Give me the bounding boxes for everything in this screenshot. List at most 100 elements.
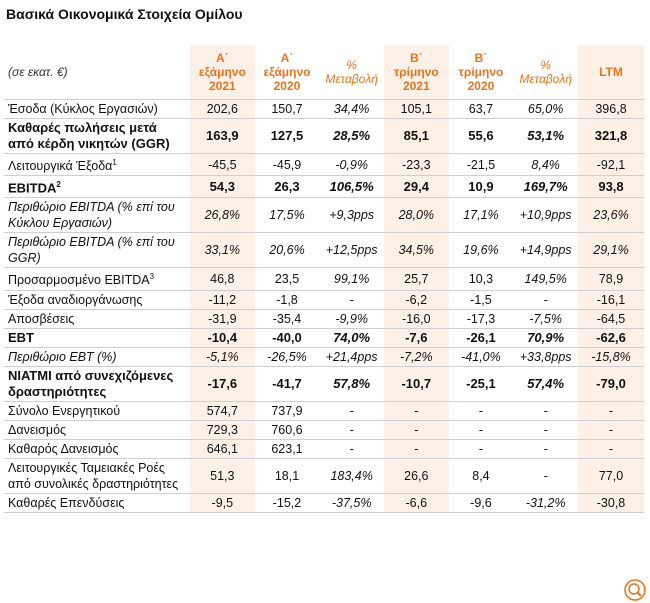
row-label: EBT [4,327,190,348]
cell: 150,7 [254,99,320,119]
cell: -35,4 [254,309,320,329]
header-line: 2020 [273,79,301,93]
cell: -9,5 [190,493,255,513]
cell: -11,2 [190,290,255,310]
cell: - [448,401,514,421]
cell: - [383,439,449,459]
cell: -37,5% [319,493,384,513]
cell: -79,0 [578,365,644,402]
cell: 74,0% [319,327,384,348]
cell: - [448,420,514,440]
label-text: Έξοδα αναδιοργάνωσης [8,292,143,307]
cell: 34,5% [383,232,449,269]
cell: 57,4% [513,365,578,402]
cell: 760,6 [254,420,320,440]
cell: - [448,439,514,459]
cell: 28,0% [383,197,449,234]
cell: -9,6 [448,493,514,513]
cell: - [513,401,578,421]
header-line: LTM [599,65,623,79]
cell: 26,3 [254,175,320,199]
cell: -17,6 [190,365,255,402]
header-line: εξάμηνο [263,65,311,79]
column-header: % Μεταβολή [319,45,384,100]
cell: - [578,401,644,421]
row-label: EBITDA2 [4,175,190,199]
cell: - [513,290,578,310]
cell: 17,1% [448,197,514,234]
cell: 93,8 [578,175,644,199]
row: Δανεισμός 729,3 760,6- - - - - [4,420,644,440]
cell: 10,3 [448,267,514,291]
cell: 99,1% [319,267,384,291]
row-label: Έσοδα (Κύκλος Εργασιών) [4,99,190,119]
row-label: Περιθώριο EBITDA (% επί του Κύκλου Εργασ… [4,197,190,234]
cell: 20,6% [254,232,320,269]
label-text: Περιθώριο EBITDA (% επί του Κύκλου Εργασ… [8,200,175,231]
cell: 163,9 [190,118,255,154]
cell: -45,5 [190,153,255,177]
column-header: Β΄ τρίμηνο 2021 [383,45,449,100]
row-label: Δανεισμός [4,420,190,440]
label-text: Καθαρός Δανεισμός [8,441,119,456]
cell: 46,8 [190,267,255,291]
cell: +10,9pps [513,197,578,234]
cell: -0,9% [319,153,384,177]
column-header: LTM [578,45,644,100]
column-header: Α΄ εξάμηνο 2021 [190,45,255,100]
cell: +9,3pps [319,197,384,234]
cell: -6,6 [383,493,449,513]
cell: 77,0 [578,458,644,494]
cell: - [383,401,449,421]
label-text: Δανεισμός [8,422,67,437]
cell: - [578,420,644,440]
cell: +14,9pps [513,232,578,269]
cell: +21,4pps [319,347,384,367]
header-line: 2021 [208,79,236,93]
row: Καθαρές Επενδύσεις -9,5 -15,2 -37,5% -6,6 -9,… [4,493,644,513]
row-label: Έξοδα αναδιοργάνωσης [4,290,190,310]
cell: - [319,401,384,421]
cell: 106,5% [319,175,384,199]
row-label: Καθαρές πωλήσεις μετά από κέρδη νικητών … [4,118,190,154]
label-text: EBT [8,329,34,345]
cell: -45,9 [254,153,320,177]
cell: -5,1% [190,347,255,367]
row-label: Καθαρές Επενδύσεις [4,493,190,513]
cell: - [383,420,449,440]
header-line: Β΄ [474,51,488,65]
cell: 19,6% [448,232,514,269]
cell: 169,7% [513,175,578,199]
row: EBT -10,4 -40,0 74,0% -7,6 -26,1 70,9% -62,6 [4,327,644,348]
cell: -7,5% [513,309,578,329]
cell: 29,4 [383,175,449,199]
label-text: Λειτουργικές Ταμειακές Ροές από συνολικέ… [8,460,179,491]
cell: -7,6 [383,327,449,348]
cell: -92,1 [578,153,644,177]
cell: -10,4 [190,327,255,348]
cell: 65,0% [513,99,578,119]
cell: 321,8 [578,118,644,154]
cell: -21,5 [448,153,514,177]
cell: 57,8% [319,365,384,402]
cell: 623,1 [254,439,320,459]
footnote-ref: 3 [149,272,155,282]
label-text: Λειτουργικά Έξοδα [8,159,113,174]
cell: -15,2 [254,493,320,513]
cell: -1,5 [448,290,514,310]
zoom-icon[interactable] [624,579,646,601]
cell: - [319,420,384,440]
cell: -31,9 [190,309,255,329]
header-line: τρίμηνο [458,65,504,79]
footnote-ref: 2 [56,180,61,190]
cell: 17,5% [254,197,320,234]
cell: 149,5% [513,267,578,291]
cell: 33,1% [190,232,255,269]
row-label: ΝΙΑΤΜΙ από συνεχιζόμενες δραστηριότητες [4,365,190,402]
row: Έξοδα αναδιοργάνωσης -11,2 -1,8- -6,2 -1,5- -… [4,290,644,310]
cell: -15,8% [578,347,644,367]
cell: +12,5pps [319,232,384,269]
row: EBITDA2 54,3 26,3 106,5% 29,4 10,9 169,7% 93,8 [4,175,644,199]
title: Βασικά Οικονομικά Στοιχεία Ομίλου [6,6,243,22]
